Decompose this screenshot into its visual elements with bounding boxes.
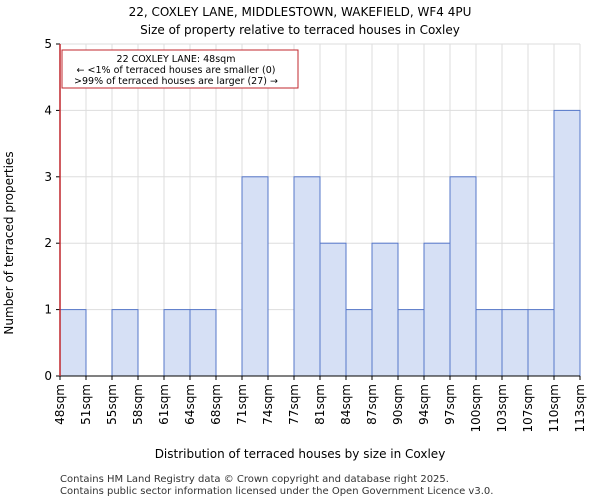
x-tick-label: 100sqm xyxy=(469,384,483,432)
x-tick-label: 90sqm xyxy=(391,384,405,425)
y-tick-label: 1 xyxy=(44,303,52,317)
footer-line-1: Contains HM Land Registry data © Crown c… xyxy=(60,474,449,485)
x-tick-label: 68sqm xyxy=(209,384,223,425)
y-tick-label: 5 xyxy=(44,37,52,51)
x-tick-label: 103sqm xyxy=(495,384,509,432)
bar xyxy=(553,109,581,377)
y-axis-title: Number of terraced properties xyxy=(2,151,16,334)
bar xyxy=(501,309,529,377)
bar xyxy=(527,309,555,377)
x-tick-label: 94sqm xyxy=(417,384,431,425)
x-tick-label: 64sqm xyxy=(183,384,197,425)
annotation-line-1: 22 COXLEY LANE: 48sqm xyxy=(117,54,236,65)
bar xyxy=(345,309,373,377)
bar xyxy=(59,309,87,377)
bar xyxy=(293,176,321,377)
x-tick-label: 81sqm xyxy=(313,384,327,425)
bar xyxy=(475,309,503,377)
bar xyxy=(241,176,269,377)
annotation-box: 22 COXLEY LANE: 48sqm ← <1% of terraced … xyxy=(61,49,299,89)
x-tick-label: 110sqm xyxy=(547,384,561,432)
annotation-line-3: >99% of terraced houses are larger (27) … xyxy=(74,76,278,87)
footer-line-2: Contains public sector information licen… xyxy=(60,486,493,497)
annotation-line-2: ← <1% of terraced houses are smaller (0) xyxy=(77,65,276,76)
bar xyxy=(189,309,217,377)
x-tick-label: 48sqm xyxy=(53,384,67,425)
y-tick-label: 0 xyxy=(44,369,52,383)
y-tick-label: 2 xyxy=(44,236,52,250)
y-tick-labels: 0 1 2 3 4 5 xyxy=(44,37,52,383)
bar xyxy=(163,309,191,377)
x-axis-title: Distribution of terraced houses by size … xyxy=(155,447,446,461)
bar xyxy=(319,242,347,377)
x-tick-label: 74sqm xyxy=(261,384,275,425)
bar xyxy=(423,242,451,377)
x-tick-label: 87sqm xyxy=(365,384,379,425)
x-tick-label: 84sqm xyxy=(339,384,353,425)
x-tick-labels: 48sqm 51sqm 55sqm 58sqm 61sqm 64sqm 68sqm 71sqm… xyxy=(53,384,587,432)
bar xyxy=(111,309,139,377)
chart-title: 22, COXLEY LANE, MIDDLESTOWN, WAKEFIELD,… xyxy=(129,5,472,19)
bar xyxy=(449,176,477,377)
chart-subtitle: Size of property relative to terraced ho… xyxy=(140,23,460,37)
annotation-frame xyxy=(61,49,299,89)
bar xyxy=(371,242,399,377)
y-tick-label: 3 xyxy=(44,170,52,184)
x-tick-label: 97sqm xyxy=(443,384,457,425)
x-tick-label: 55sqm xyxy=(105,384,119,425)
x-tick-label: 61sqm xyxy=(157,384,171,425)
x-tick-label: 71sqm xyxy=(235,384,249,425)
x-tick-label: 113sqm xyxy=(573,384,587,432)
bar xyxy=(397,309,425,377)
x-tick-label: 58sqm xyxy=(131,384,145,425)
x-tick-label: 77sqm xyxy=(287,384,301,425)
x-tick-label: 51sqm xyxy=(79,384,93,425)
x-tick-label: 107sqm xyxy=(521,384,535,432)
y-tick-label: 4 xyxy=(44,103,52,117)
